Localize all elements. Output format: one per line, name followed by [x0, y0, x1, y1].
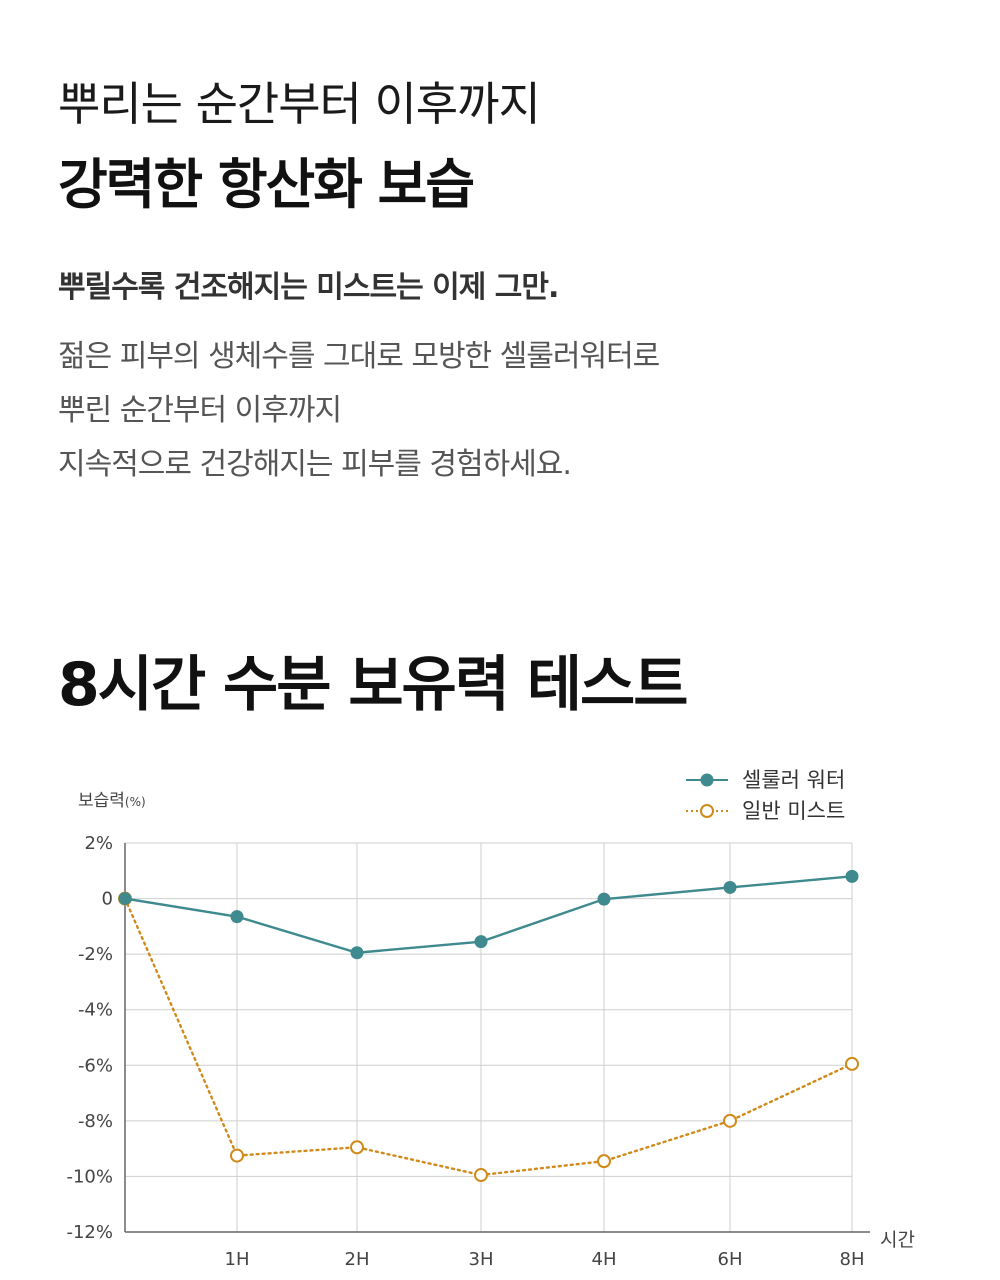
chart-grid [125, 842, 853, 1232]
data-point [845, 869, 859, 883]
data-point [474, 1168, 488, 1183]
y-tick-label: -6% [78, 1055, 113, 1076]
data-point [474, 935, 488, 949]
x-axis-ticks: 1H 2H 3H 4H 6H 8H [225, 1249, 865, 1270]
data-point [723, 880, 737, 894]
data-point [723, 1113, 737, 1128]
x-tick-label: 8H [840, 1249, 865, 1270]
hero-title: 강력한 항산화 보습 [58, 153, 475, 216]
x-tick-label: 3H [469, 1249, 494, 1270]
y-tick-label: 2% [84, 833, 113, 854]
y-tick-label: -2% [78, 944, 113, 965]
y-axis-label: 보습력(%) [78, 791, 146, 811]
x-axis-label: 시간 [880, 1229, 915, 1251]
data-point [230, 910, 244, 924]
y-tick-label: -8% [78, 1111, 113, 1132]
intro-line: 지속적으로 건강해지는 피부를 경험하세요. [58, 447, 572, 482]
y-tick-label: -12% [66, 1222, 113, 1243]
data-point [350, 946, 364, 960]
data-point [350, 1140, 364, 1155]
data-point [118, 892, 132, 906]
data-point [597, 1154, 611, 1169]
y-axis-ticks: 2% 0 -2% -4% -6% -8% -10% -12% [66, 833, 113, 1243]
x-tick-label: 1H [225, 1249, 250, 1270]
section-title: 8시간 수분 보유력 테스트 [58, 650, 688, 720]
data-point [597, 892, 611, 906]
series-cellular-water [118, 869, 859, 960]
legend-label: 일반 미스트 [742, 799, 845, 823]
y-tick-label: 0 [102, 889, 113, 910]
x-tick-label: 6H [718, 1249, 743, 1270]
intro-lead: 뿌릴수록 건조해지는 미스트는 이제 그만. [58, 270, 559, 305]
legend-marker [700, 773, 714, 787]
intro-line: 젊은 피부의 생체수를 그대로 모방한 셀룰러워터로 [58, 339, 660, 374]
legend-marker [700, 804, 714, 818]
y-axis-label-text: 보습력 [78, 791, 125, 811]
intro-line: 뿌린 순간부터 이후까지 [58, 393, 342, 428]
data-point [845, 1056, 859, 1071]
moisture-retention-chart: 2% 0 -2% -4% -6% -8% -10% -12% 1H 2H 3H 4H 6H 8H 보습력… [66, 768, 915, 1270]
chart-axes [124, 843, 870, 1233]
intro-paragraph: 젊은 피부의 생체수를 그대로 모방한 셀룰러워터로 뿌린 순간부터 이후까지 … [58, 330, 660, 492]
series-general-mist [118, 891, 859, 1183]
legend-label: 셀룰러 워터 [742, 768, 845, 792]
hero-subtitle: 뿌리는 순간부터 이후까지 [58, 77, 541, 131]
x-tick-label: 4H [592, 1249, 617, 1270]
y-tick-label: -10% [66, 1166, 113, 1187]
chart-series [118, 869, 859, 1183]
y-tick-label: -4% [78, 1000, 113, 1021]
data-point [230, 1148, 244, 1163]
y-axis-label-unit: (%) [125, 795, 146, 809]
x-tick-label: 2H [345, 1249, 370, 1270]
